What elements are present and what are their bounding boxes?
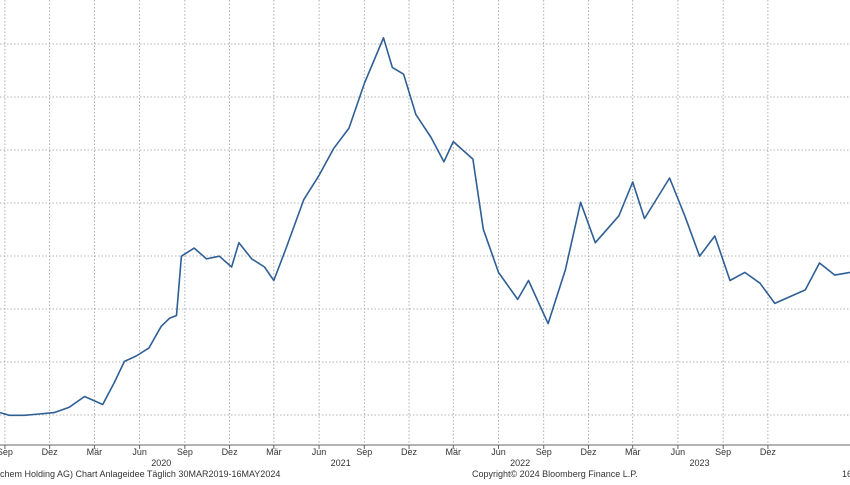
x-tick-label-4: Sep [177, 447, 193, 457]
x-axis-month-labels: Sep Dez Mär Jun Sep Dez Mär Jun Sep Dez Mär Jun Sep D… [0, 447, 776, 457]
footer-right-text: 16 [842, 469, 850, 479]
x-tick-label-15: Jun [671, 447, 686, 457]
vertical-grid [4, 0, 769, 445]
x-tick-label-8: Sep [356, 447, 372, 457]
year-label-0: 2020 [151, 458, 171, 468]
x-tick-label-7: Jun [312, 447, 327, 457]
x-tick-label-10: Mär [446, 447, 462, 457]
x-tick-label-12: Sep [536, 447, 552, 457]
x-tick-label-1: Dez [42, 447, 59, 457]
x-tick-label-3: Jun [132, 447, 147, 457]
x-tick-label-0: Sep [0, 447, 13, 457]
x-tick-label-14: Mär [625, 447, 641, 457]
x-tick-label-5: Dez [222, 447, 239, 457]
x-tick-label-17: Dez [760, 447, 777, 457]
footer-copyright: Copyright© 2024 Bloomberg Finance L.P. [472, 469, 638, 479]
x-axis-year-labels: 2020 2021 2022 2023 [151, 458, 709, 468]
x-tick-label-16: Sep [715, 447, 731, 457]
year-label-1: 2021 [331, 458, 351, 468]
x-tick-label-2: Mär [87, 447, 103, 457]
x-tick-label-9: Dez [401, 447, 418, 457]
x-tick-label-11: Jun [491, 447, 506, 457]
year-label-2: 2022 [510, 458, 530, 468]
x-tick-label-13: Dez [580, 447, 597, 457]
horizontal-grid [0, 43, 850, 416]
x-axis-ticks [4, 445, 769, 449]
year-label-3: 2023 [690, 458, 710, 468]
footer-left-text: chem Holding AG) Chart Anlageidee Täglic… [0, 469, 280, 479]
price-series-line [0, 37, 850, 417]
x-tick-label-6: Mär [266, 447, 282, 457]
